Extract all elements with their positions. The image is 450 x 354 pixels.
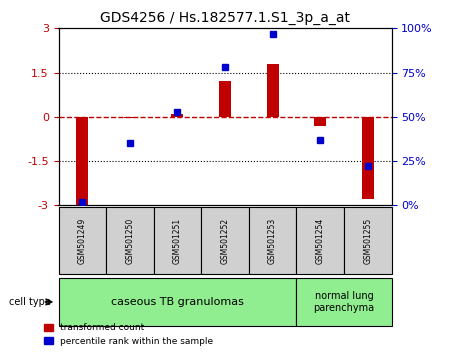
- Bar: [362, 117, 374, 199]
- Text: GSM501255: GSM501255: [363, 218, 372, 264]
- Bar: [171, 114, 183, 117]
- Bar: [76, 117, 88, 205]
- Text: GSM501249: GSM501249: [78, 218, 87, 264]
- Text: GDS4256 / Hs.182577.1.S1_3p_a_at: GDS4256 / Hs.182577.1.S1_3p_a_at: [100, 11, 350, 25]
- Bar: [124, 117, 136, 118]
- Text: GSM501252: GSM501252: [220, 218, 230, 264]
- Text: GSM501254: GSM501254: [315, 218, 324, 264]
- Text: caseous TB granulomas: caseous TB granulomas: [111, 297, 244, 307]
- Text: GSM501250: GSM501250: [126, 218, 135, 264]
- Bar: [266, 64, 279, 117]
- Bar: [314, 117, 326, 126]
- Legend: transformed count, percentile rank within the sample: transformed count, percentile rank withi…: [40, 320, 217, 349]
- Text: GSM501253: GSM501253: [268, 218, 277, 264]
- Text: GSM501251: GSM501251: [173, 218, 182, 264]
- Text: cell type: cell type: [9, 297, 51, 307]
- Bar: [219, 81, 231, 117]
- Text: normal lung
parenchyma: normal lung parenchyma: [313, 291, 374, 313]
